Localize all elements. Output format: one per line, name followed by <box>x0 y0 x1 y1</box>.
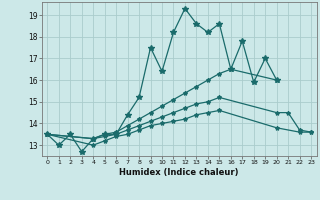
X-axis label: Humidex (Indice chaleur): Humidex (Indice chaleur) <box>119 168 239 177</box>
